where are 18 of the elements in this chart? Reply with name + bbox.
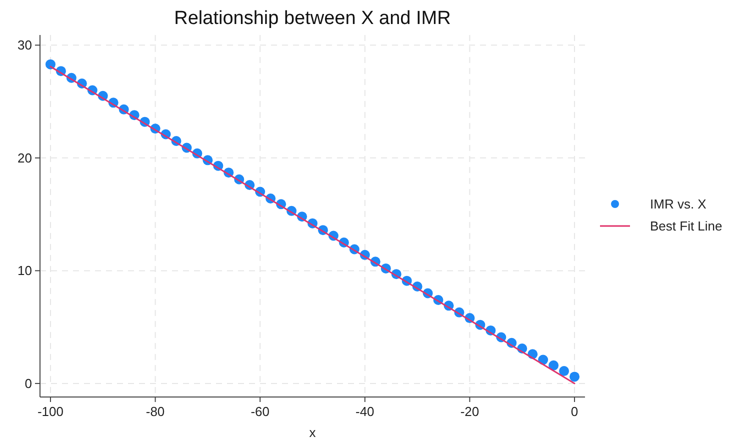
y-tick-label: 0 (24, 376, 32, 392)
point (548, 360, 559, 370)
chart-title: Relationship between X and IMR (174, 8, 451, 29)
point (559, 366, 570, 376)
y-tick-label: 20 (18, 150, 32, 166)
y-tick-label: 30 (18, 38, 32, 53)
point (570, 372, 580, 382)
x-tick-label: -20 (460, 404, 480, 419)
point (45, 59, 56, 70)
x-tick-label: 0 (570, 404, 578, 419)
x-tick-label: -80 (146, 404, 165, 419)
legend-label: IMR vs. X (650, 196, 707, 212)
x-tick-label: -100 (37, 404, 64, 419)
legend-label: Best Fit Line (650, 218, 722, 234)
y-tick-label: 10 (18, 263, 32, 278)
x-axis-title: x (309, 425, 316, 440)
x-tick-label: -40 (356, 404, 374, 419)
x-tick-label: -60 (250, 404, 270, 419)
